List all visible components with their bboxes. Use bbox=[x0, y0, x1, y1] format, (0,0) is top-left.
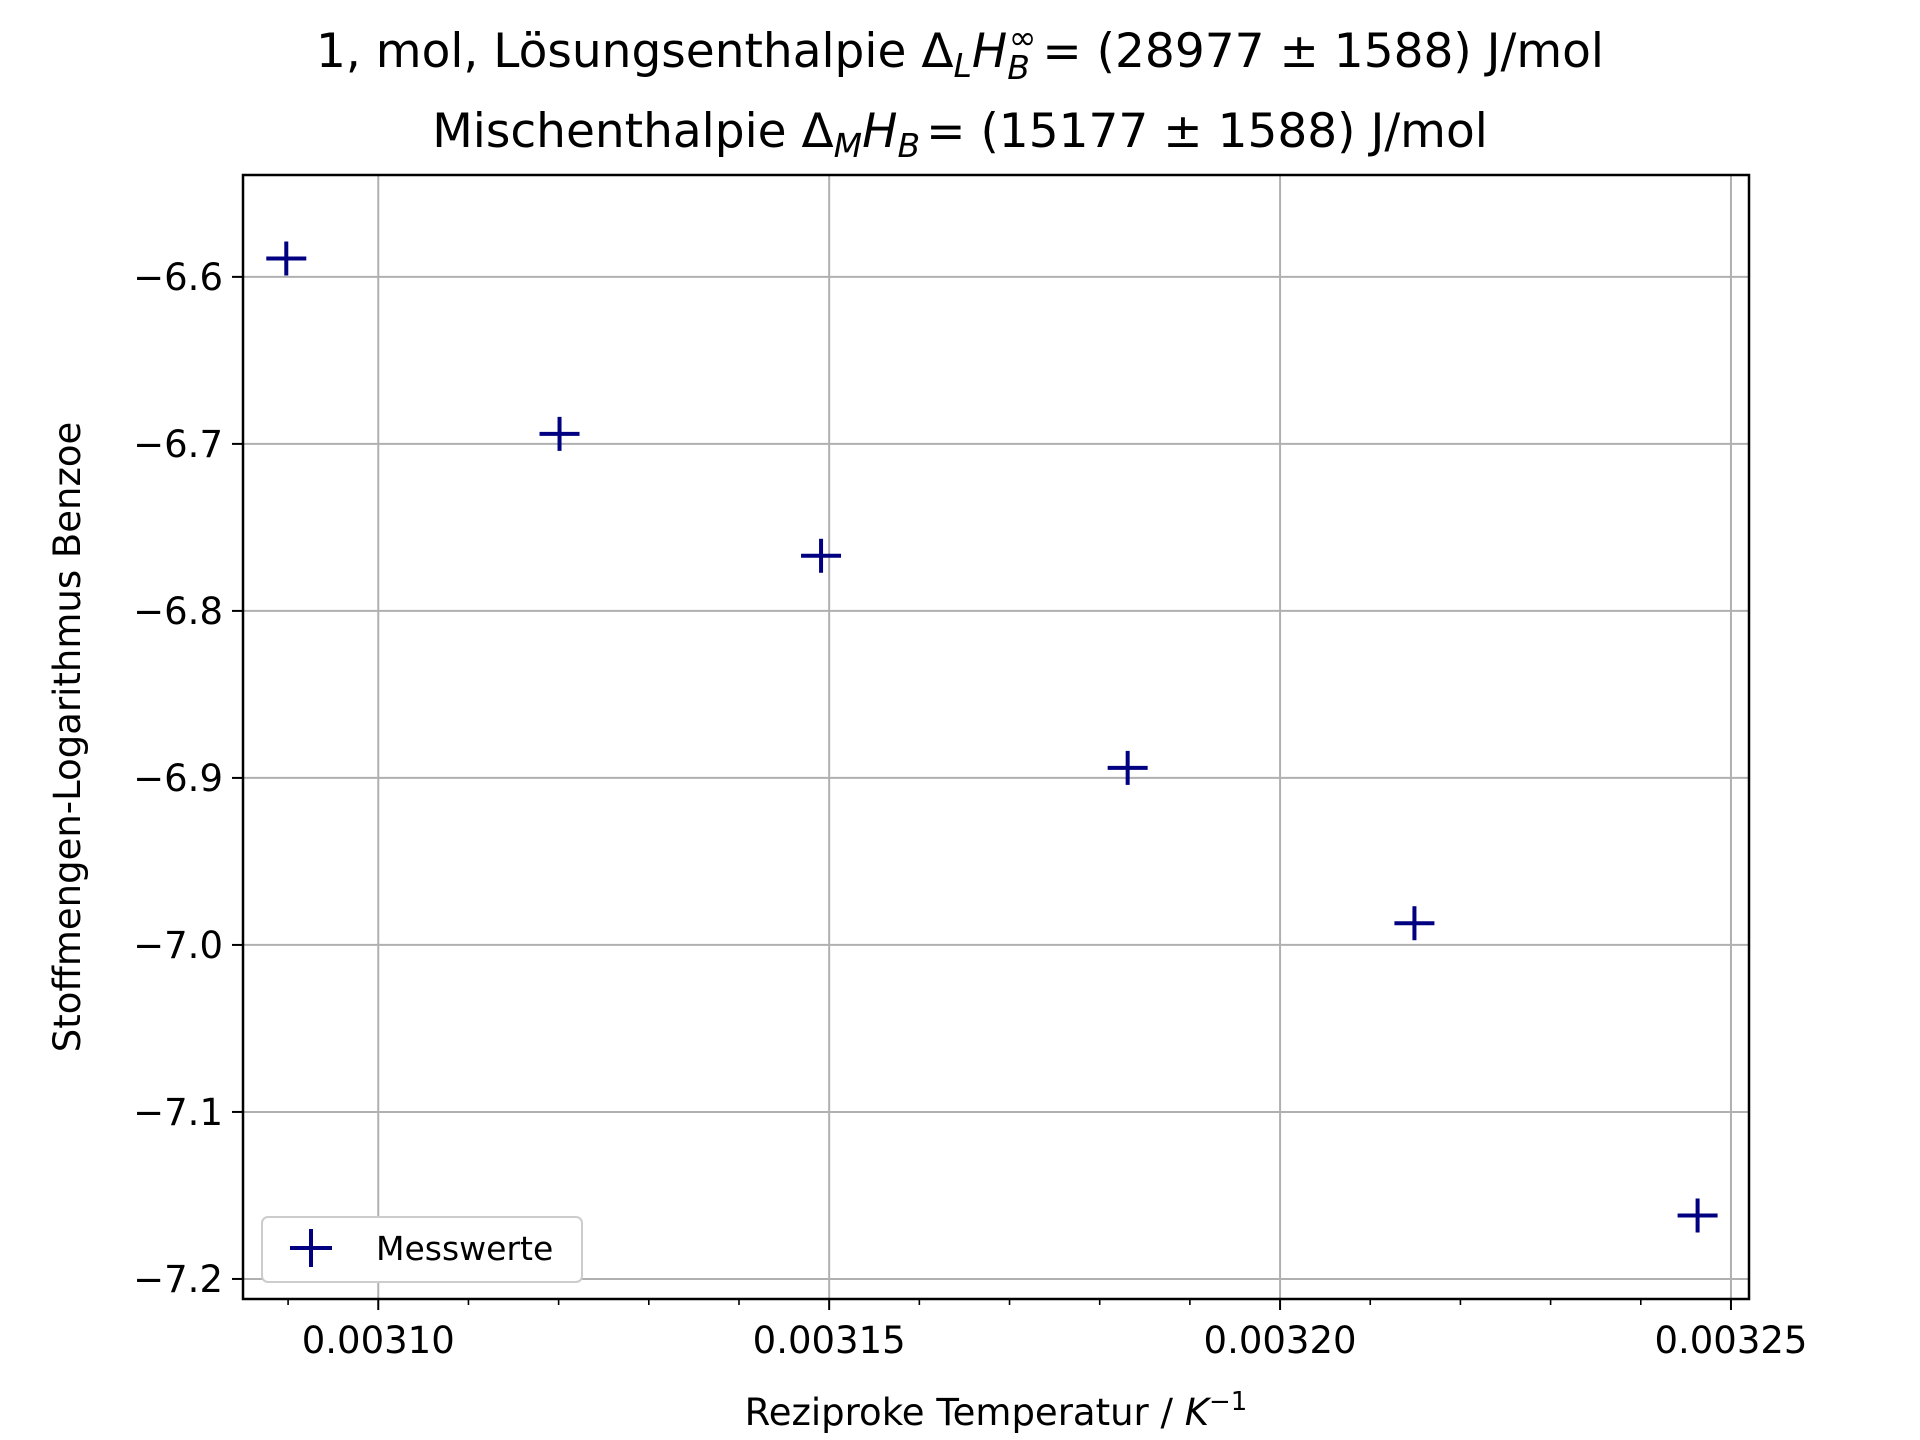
y-tick-label: −7.2 bbox=[133, 1258, 223, 1301]
x-axis-label-unit: K bbox=[1185, 1391, 1212, 1434]
delta-symbol: Δ bbox=[921, 24, 953, 79]
data-point bbox=[801, 538, 842, 573]
chart-title-line-1: 1, mol, Lösungsenthalpie ΔLHB∞ = (28977 ±… bbox=[316, 18, 1604, 87]
grid-lines bbox=[243, 175, 1749, 1299]
y-tick-label: −6.9 bbox=[133, 757, 223, 800]
legend-box bbox=[261, 1216, 583, 1283]
y-axis-label: Stoffmengen-Logarithmus Benzoe bbox=[46, 422, 89, 1053]
data-series-messwerte bbox=[266, 241, 1718, 1233]
y-tick-label: −6.8 bbox=[133, 590, 223, 633]
subscript-b: B bbox=[1007, 48, 1030, 87]
data-point bbox=[1677, 1198, 1718, 1233]
y-tick-label: −7.0 bbox=[133, 924, 223, 967]
chart-title-line-1-text: 1, mol, Lösungsenthalpie bbox=[316, 24, 906, 79]
subscript-b-2: B bbox=[898, 126, 921, 165]
chart-title-line-2: Mischenthalpie ΔMHB = (15177 ± 1588) J/mo… bbox=[432, 104, 1488, 165]
y-tick-label: −7.1 bbox=[133, 1091, 223, 1134]
x-tick-label: 0.00310 bbox=[302, 1319, 455, 1362]
y-tick-label: −6.6 bbox=[133, 256, 223, 299]
legend-label-messwerte: Messwerte bbox=[376, 1229, 553, 1268]
delta-symbol-2: Δ bbox=[802, 104, 834, 159]
legend-marker bbox=[290, 1229, 332, 1267]
data-point bbox=[539, 416, 580, 451]
chart-title-line-1-value: = (28977 ± 1588) J/mol bbox=[1042, 24, 1604, 79]
superscript-infinity: ∞ bbox=[1009, 18, 1037, 57]
y-axis-ticks: −6.6 −6.7 −6.8 −6.9 −7.0 −7.1 −7.2 bbox=[133, 256, 243, 1301]
subscript-m: M bbox=[834, 126, 862, 165]
axes-frame bbox=[241, 173, 1751, 1301]
chart-title-line-2-text: Mischenthalpie bbox=[432, 104, 786, 159]
chart-title-line-2-value: = (15177 ± 1588) J/mol bbox=[926, 104, 1488, 159]
subscript-l: L bbox=[953, 46, 971, 85]
symbol-h-2: H bbox=[862, 104, 897, 159]
x-axis-label-unit-exponent: −1 bbox=[1209, 1387, 1247, 1417]
x-axis-ticks: 0.00310 0.00315 0.00320 0.00325 bbox=[287, 1299, 1807, 1362]
y-tick-label: −6.7 bbox=[133, 423, 223, 466]
x-axis-label-text: Reziproke Temperatur / bbox=[745, 1391, 1185, 1434]
data-point bbox=[1394, 906, 1435, 941]
legend: Messwerte bbox=[261, 1216, 583, 1283]
symbol-h: H bbox=[972, 24, 1007, 79]
x-axis-label: Reziproke Temperatur / K−1 bbox=[745, 1387, 1248, 1434]
x-tick-label: 0.00325 bbox=[1654, 1319, 1807, 1362]
x-tick-label: 0.00320 bbox=[1204, 1319, 1357, 1362]
x-tick-label: 0.00315 bbox=[753, 1319, 906, 1362]
data-point bbox=[1107, 750, 1148, 785]
data-point bbox=[266, 241, 307, 276]
